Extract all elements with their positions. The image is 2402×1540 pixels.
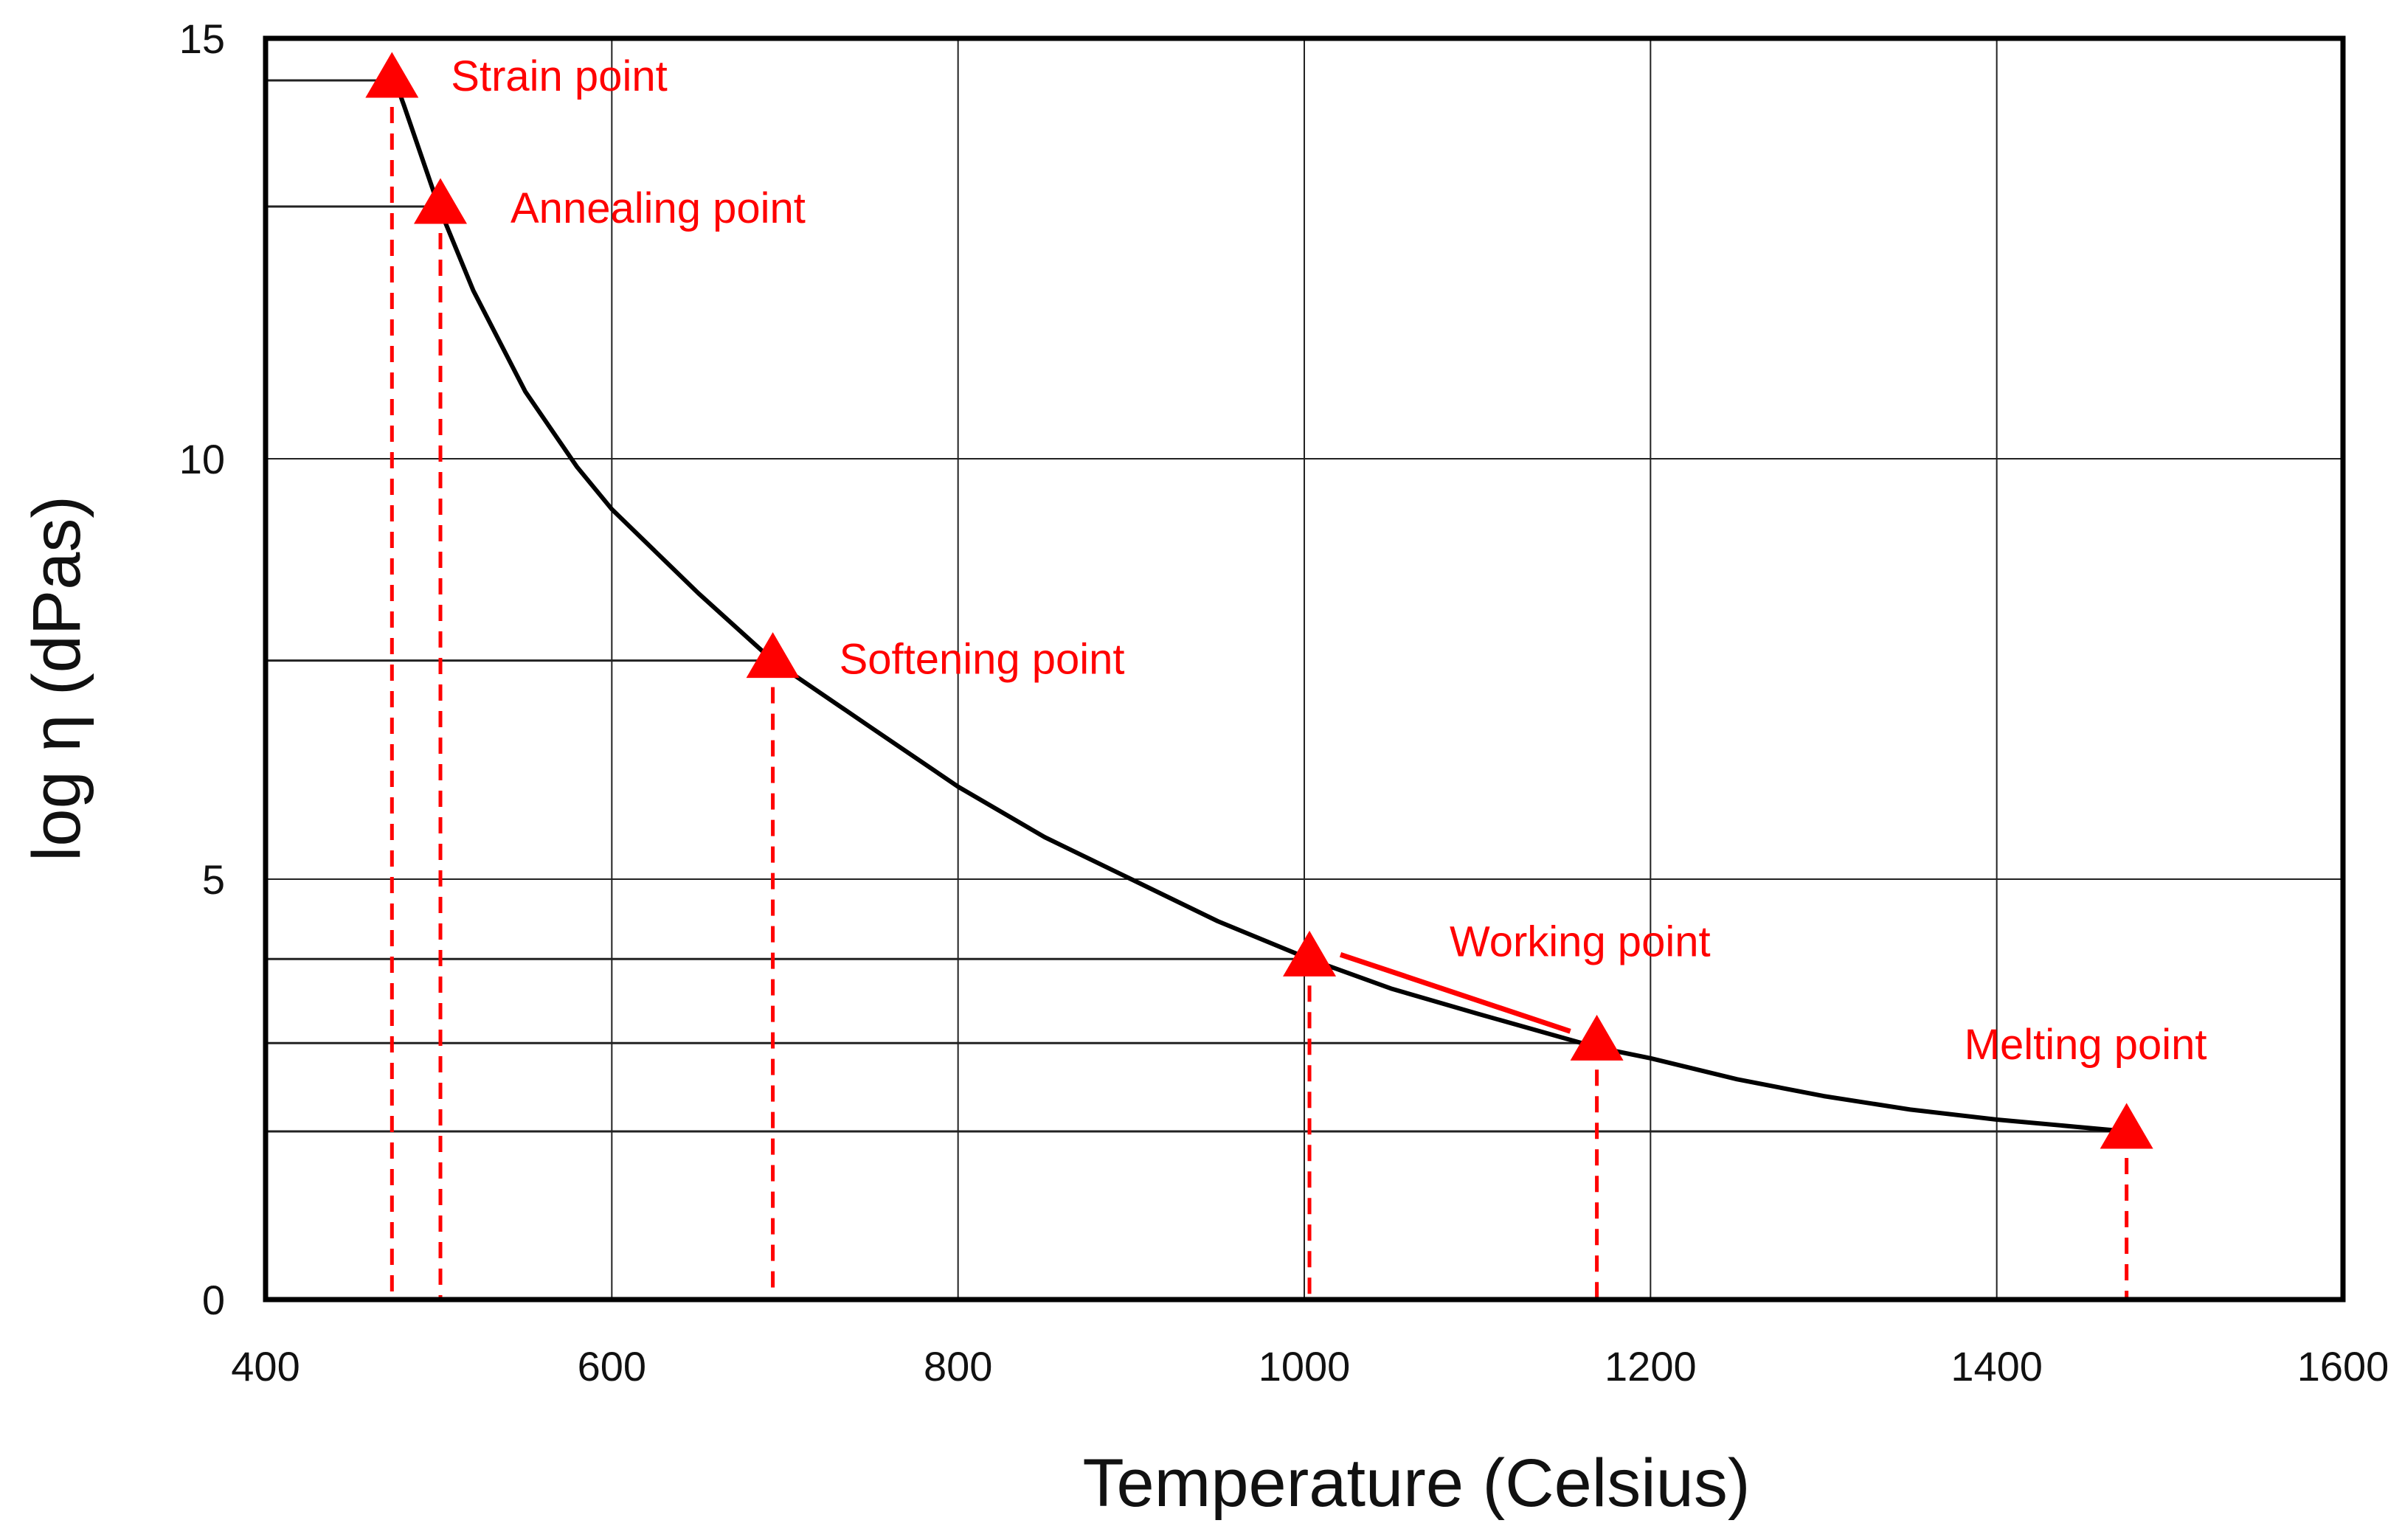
- point-marker: [746, 632, 800, 679]
- y-tick-label: 15: [179, 15, 225, 62]
- point-label: Strain point: [451, 52, 667, 100]
- y-tick-label: 10: [179, 436, 225, 482]
- y-tick-label: 5: [202, 856, 225, 903]
- reference-vertical-lines: [390, 80, 2129, 1300]
- reference-horizontal-lines: [266, 79, 2127, 1133]
- gridlines: [266, 38, 2343, 1300]
- x-tick-label: 1200: [1605, 1343, 1697, 1390]
- x-axis-title: Temperature (Celsius): [1083, 1446, 1751, 1521]
- point-label: Working point: [1450, 918, 1711, 965]
- viscosity-curve: [390, 69, 2129, 1134]
- curve-layer: [390, 69, 2129, 1134]
- x-tick-label: 1400: [1951, 1343, 2043, 1390]
- point-marker: [414, 178, 468, 224]
- y-tick-labels: 0 5 10 15: [179, 15, 225, 1323]
- point-annotations: Strain point Annealing point Softening poi…: [451, 52, 2207, 1069]
- x-tick-label: 600: [578, 1343, 646, 1390]
- y-axis-title: log η (dPas): [19, 496, 94, 861]
- point-marker: [1570, 1014, 1624, 1061]
- point-label: Annealing point: [510, 184, 806, 232]
- x-tick-label: 400: [231, 1343, 300, 1390]
- plot-frame-layer: [263, 35, 2346, 1303]
- point-marker: [1283, 930, 1337, 977]
- y-tick-label: 0: [202, 1277, 225, 1323]
- point-label: Softening point: [840, 636, 1125, 684]
- point-label: Melting point: [1965, 1021, 2207, 1069]
- working-range-line: [1339, 951, 1571, 1034]
- x-tick-label: 1600: [2297, 1343, 2389, 1390]
- point-marker: [365, 52, 419, 98]
- plot-frame: [263, 35, 2346, 1303]
- x-tick-labels: 400 600 800 1000 1200 1400 1600: [231, 1343, 2389, 1390]
- working-range-layer: [1339, 951, 1571, 1034]
- point-marker: [2100, 1103, 2153, 1149]
- x-tick-label: 1000: [1259, 1343, 1351, 1390]
- point-markers: [365, 52, 2153, 1149]
- x-tick-label: 800: [924, 1343, 992, 1390]
